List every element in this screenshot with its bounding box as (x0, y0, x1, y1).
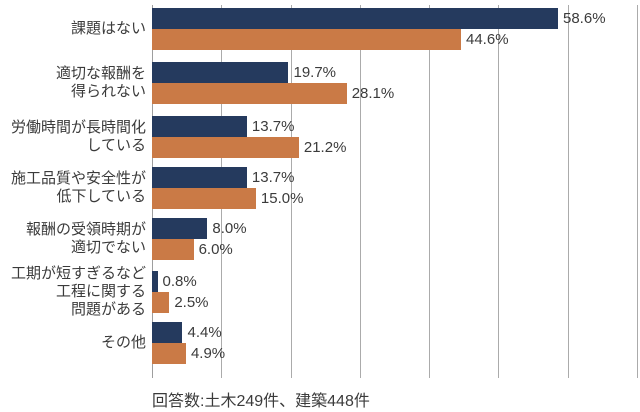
value-label: 13.7% (251, 169, 295, 186)
bar (152, 188, 256, 209)
value-label: 13.7% (251, 118, 295, 135)
bar (152, 322, 183, 343)
category-label: 工期が短すぎるなど 工程に関する 問題がある (10, 265, 146, 318)
category-label: 課題はない (70, 20, 146, 37)
bar (152, 62, 289, 83)
value-label: 6.0% (198, 241, 233, 258)
category-label: その他 (100, 334, 146, 351)
value-label: 2.5% (174, 294, 209, 311)
value-label: 19.7% (293, 64, 337, 81)
gridline (359, 5, 361, 378)
bar (152, 137, 299, 158)
category-label: 報酬の受領時期が 適切でない (25, 221, 146, 256)
chart-footnote: 回答数:土木249件、建築448件 (152, 393, 370, 410)
gridline (567, 5, 569, 378)
value-label: 4.9% (190, 345, 226, 362)
bar (152, 239, 194, 260)
value-label: 44.6% (466, 31, 509, 48)
value-label: 4.4% (187, 324, 222, 341)
gridline (429, 5, 431, 378)
category-label: 適切な報酬を 得られない (55, 65, 146, 100)
value-label: 8.0% (212, 220, 247, 237)
bar (152, 271, 158, 292)
gridline (498, 5, 500, 378)
bar (152, 343, 186, 364)
value-label: 0.8% (162, 273, 197, 290)
bar (152, 167, 247, 188)
bar (152, 29, 461, 50)
bar (152, 8, 558, 29)
bar (152, 292, 170, 313)
value-label: 21.2% (303, 139, 347, 156)
gridline (637, 5, 638, 378)
value-label: 58.6% (563, 10, 606, 27)
bar (152, 218, 208, 239)
bar (152, 116, 247, 137)
bar (152, 83, 347, 104)
gridline (290, 5, 292, 378)
value-label: 15.0% (260, 190, 304, 207)
category-label: 施工品質や安全性が 低下している (10, 170, 146, 205)
category-label: 労働時間が長時間化 している (10, 119, 146, 154)
value-label: 28.1% (351, 85, 395, 102)
